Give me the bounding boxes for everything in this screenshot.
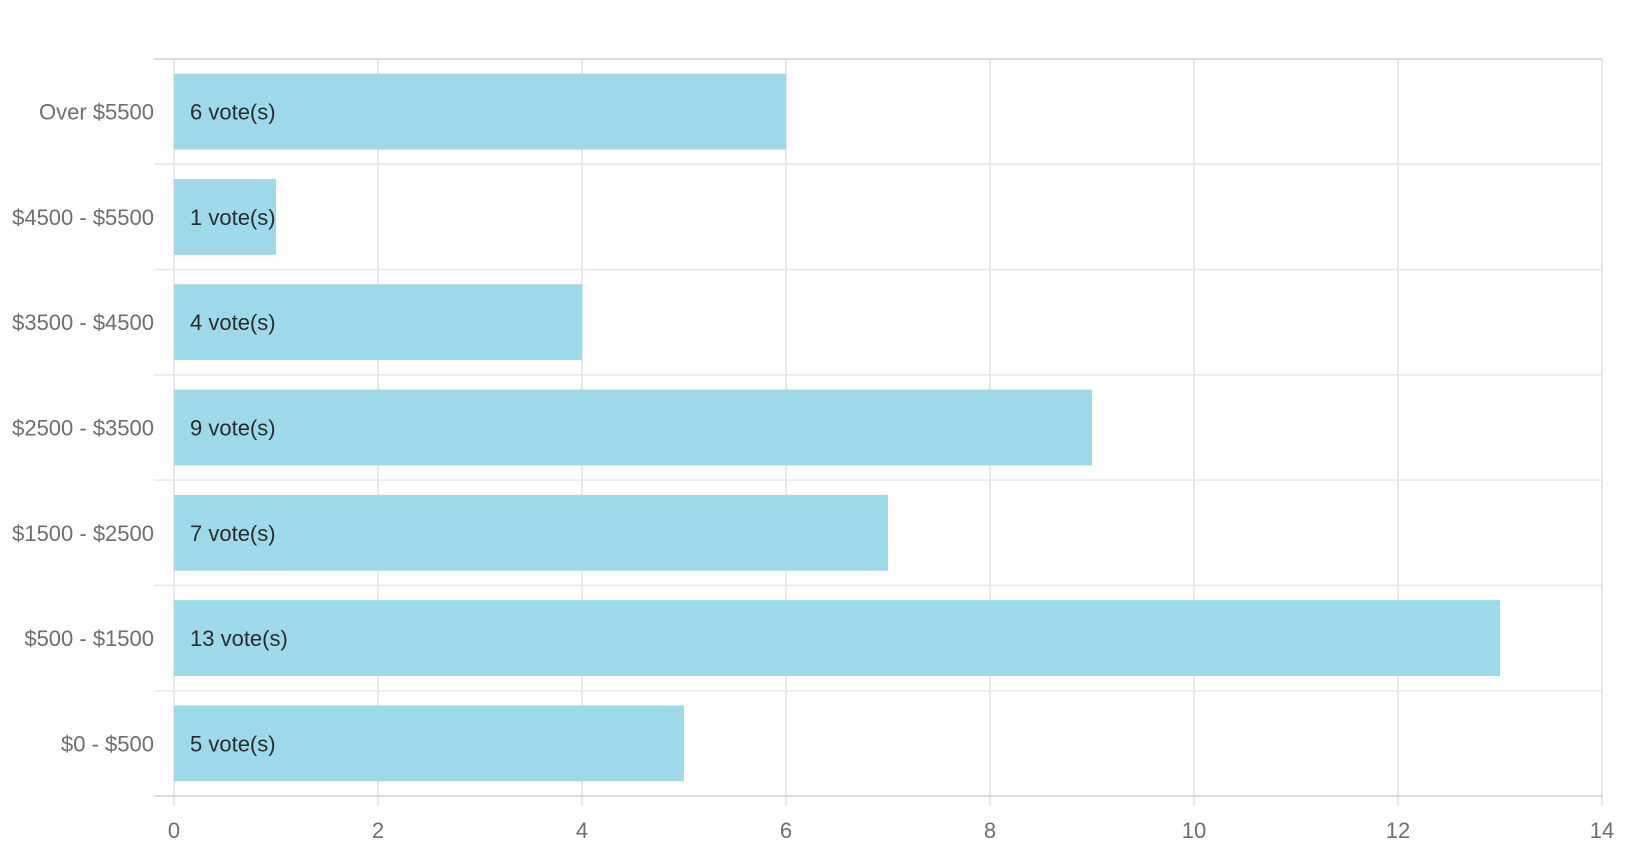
bar-value-label-1: 1 vote(s) — [190, 205, 276, 230]
category-label-6: $0 - $500 — [61, 731, 154, 756]
bar-1 — [174, 179, 276, 255]
bar-5 — [174, 600, 1500, 676]
bar-6 — [174, 705, 684, 782]
x-tick-label-8: 8 — [984, 818, 996, 843]
bar-value-label-5: 13 vote(s) — [190, 626, 288, 651]
bar-2 — [174, 284, 582, 361]
x-tick-label-6: 6 — [780, 818, 792, 843]
x-tick-label-12: 12 — [1386, 818, 1410, 843]
x-tick-label-0: 0 — [168, 818, 180, 843]
bar-4 — [174, 494, 888, 571]
category-label-4: $1500 - $2500 — [12, 521, 154, 546]
bar-0 — [174, 73, 786, 150]
x-tick-label-14: 14 — [1590, 818, 1614, 843]
bar-value-labels: 6 vote(s) 1 vote(s) 4 vote(s) 9 vote(s) 7 vo… — [190, 100, 288, 757]
category-label-0: Over $5500 — [39, 100, 154, 125]
x-tick-label-2: 2 — [372, 818, 384, 843]
bar-value-label-0: 6 vote(s) — [190, 100, 276, 125]
bar-value-label-6: 5 vote(s) — [190, 731, 276, 756]
x-tick-label-10: 10 — [1182, 818, 1206, 843]
x-axis: 0 2 4 6 8 10 12 14 — [154, 58, 1614, 843]
bar-3 — [174, 389, 1092, 466]
row-separators — [154, 163, 1602, 797]
category-label-2: $3500 - $4500 — [12, 310, 154, 335]
bar-value-label-4: 7 vote(s) — [190, 521, 276, 546]
bar-value-label-3: 9 vote(s) — [190, 416, 276, 441]
bar-value-label-2: 4 vote(s) — [190, 310, 276, 335]
category-label-5: $500 - $1500 — [24, 626, 154, 651]
x-tick-label-4: 4 — [576, 818, 588, 843]
category-label-3: $2500 - $3500 — [12, 416, 154, 441]
category-label-1: $4500 - $5500 — [12, 205, 154, 230]
category-labels: Over $5500 $4500 - $5500 $3500 - $4500 $250… — [12, 100, 154, 757]
bars — [174, 73, 1500, 782]
